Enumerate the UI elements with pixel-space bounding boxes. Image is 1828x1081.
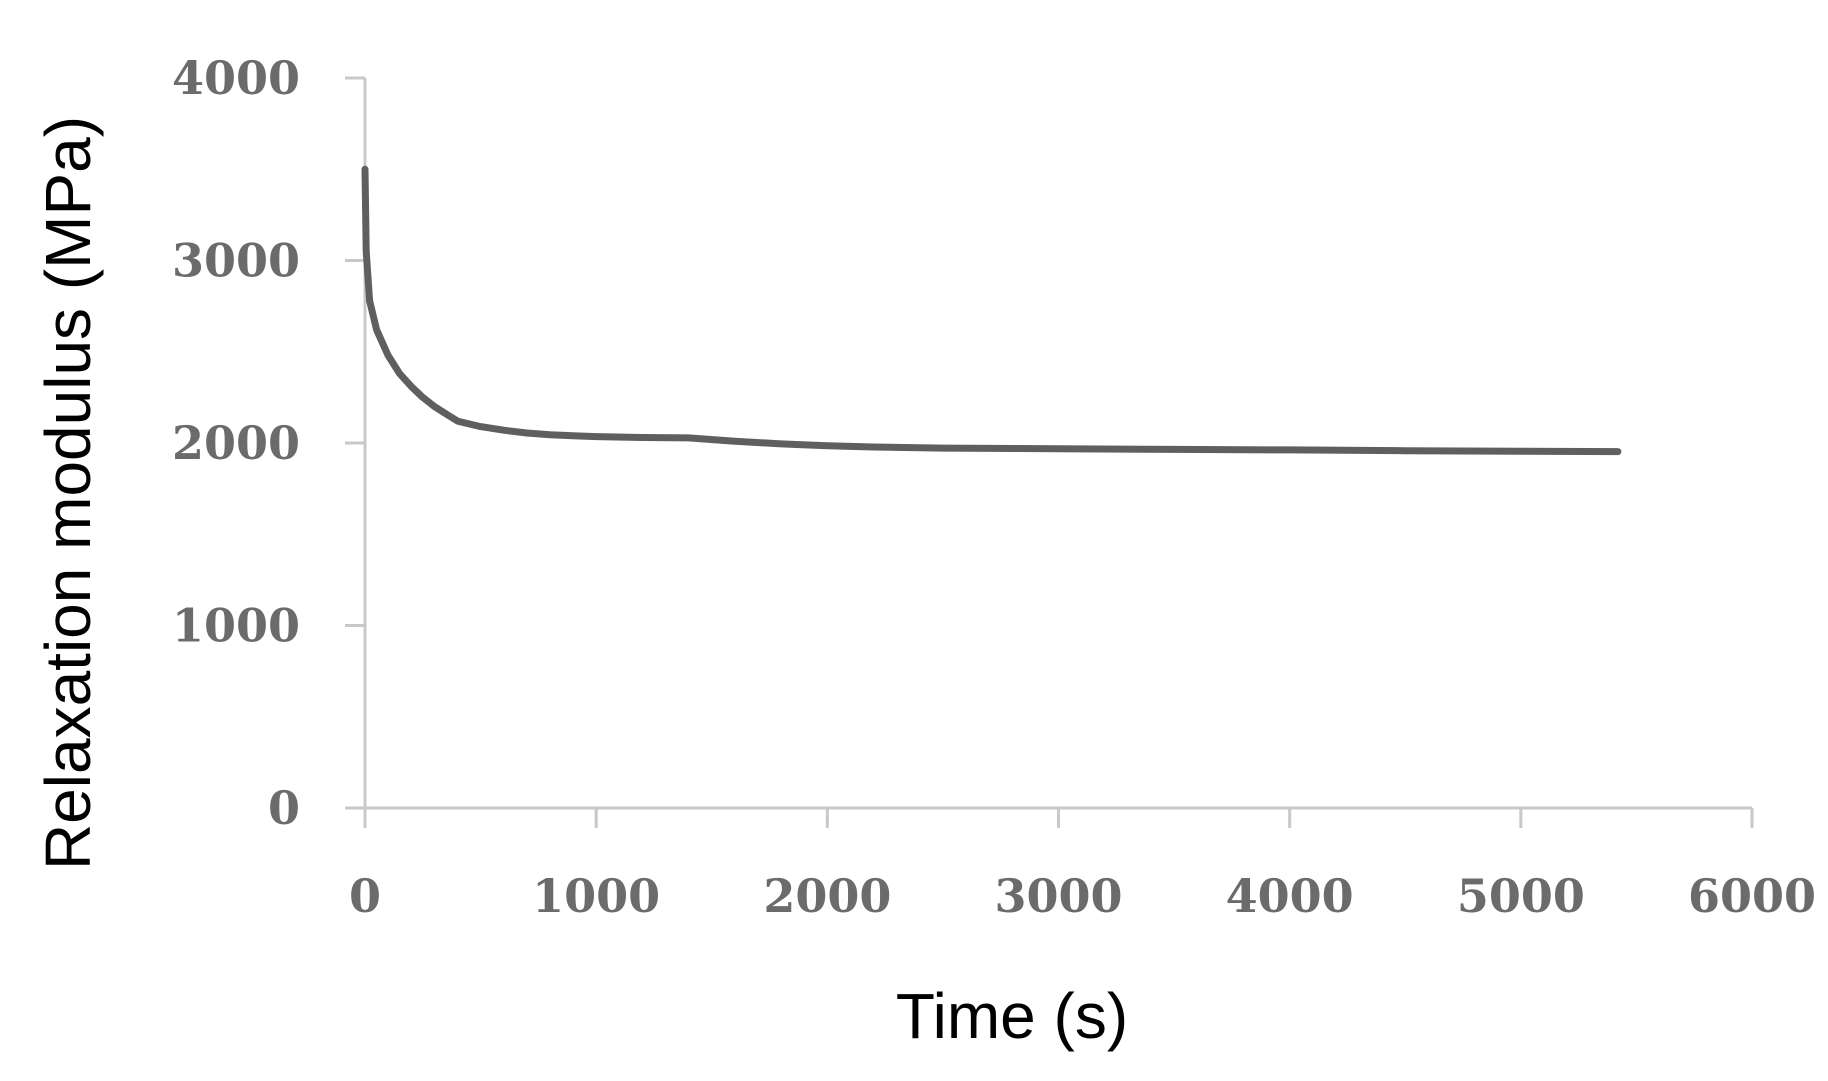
x-tick-label: 3000 — [994, 869, 1122, 923]
y-tick-label: 1000 — [172, 599, 300, 653]
x-tick-label: 2000 — [763, 869, 891, 923]
y-tick-label: 2000 — [172, 416, 300, 470]
x-axis-title: Time (s) — [896, 980, 1128, 1052]
x-tick-label: 0 — [349, 869, 381, 923]
series-line — [361, 165, 1622, 456]
x-tick-label: 4000 — [1226, 869, 1354, 923]
y-tick-label: 0 — [268, 781, 300, 835]
series — [361, 165, 1622, 456]
ticks — [345, 76, 1754, 828]
axes — [363, 78, 1752, 810]
y-axis-title: Relaxation modulus (MPa) — [32, 116, 104, 870]
y-tick-label: 3000 — [172, 234, 300, 288]
x-tick-label: 5000 — [1457, 869, 1585, 923]
x-tick-label: 6000 — [1688, 869, 1816, 923]
tick-labels: 0 1000 2000 3000 4000 5000 6000 0 1000 2000 3000 40… — [172, 51, 1816, 923]
x-tick-label: 1000 — [532, 869, 660, 923]
y-tick-label: 4000 — [172, 51, 300, 105]
